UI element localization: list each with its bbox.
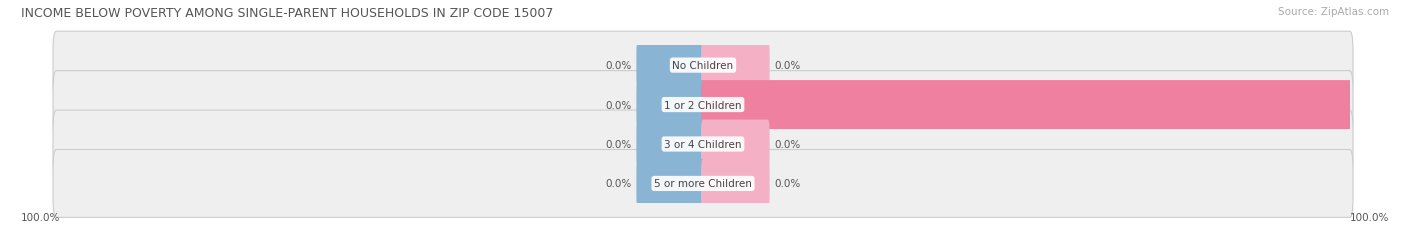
Text: 100.0%: 100.0%	[1360, 100, 1403, 110]
Text: 3 or 4 Children: 3 or 4 Children	[664, 139, 742, 149]
FancyBboxPatch shape	[53, 111, 1353, 178]
Text: INCOME BELOW POVERTY AMONG SINGLE-PARENT HOUSEHOLDS IN ZIP CODE 15007: INCOME BELOW POVERTY AMONG SINGLE-PARENT…	[21, 7, 554, 20]
FancyBboxPatch shape	[53, 71, 1353, 139]
Text: 5 or more Children: 5 or more Children	[654, 179, 752, 189]
FancyBboxPatch shape	[702, 42, 769, 90]
FancyBboxPatch shape	[637, 120, 704, 169]
FancyBboxPatch shape	[53, 32, 1353, 100]
Text: Source: ZipAtlas.com: Source: ZipAtlas.com	[1278, 7, 1389, 17]
Text: 0.0%: 0.0%	[775, 139, 800, 149]
Text: 100.0%: 100.0%	[21, 212, 60, 222]
Text: 0.0%: 0.0%	[775, 61, 800, 71]
Text: 100.0%: 100.0%	[1350, 212, 1389, 222]
FancyBboxPatch shape	[637, 42, 704, 90]
FancyBboxPatch shape	[53, 150, 1353, 217]
FancyBboxPatch shape	[637, 81, 704, 129]
Text: 0.0%: 0.0%	[606, 139, 631, 149]
Text: 0.0%: 0.0%	[775, 179, 800, 189]
FancyBboxPatch shape	[637, 159, 704, 208]
Text: 1 or 2 Children: 1 or 2 Children	[664, 100, 742, 110]
Text: 0.0%: 0.0%	[606, 100, 631, 110]
FancyBboxPatch shape	[702, 120, 769, 169]
Text: 0.0%: 0.0%	[606, 61, 631, 71]
FancyBboxPatch shape	[702, 159, 769, 208]
Text: 0.0%: 0.0%	[606, 179, 631, 189]
Text: No Children: No Children	[672, 61, 734, 71]
FancyBboxPatch shape	[702, 81, 1351, 129]
